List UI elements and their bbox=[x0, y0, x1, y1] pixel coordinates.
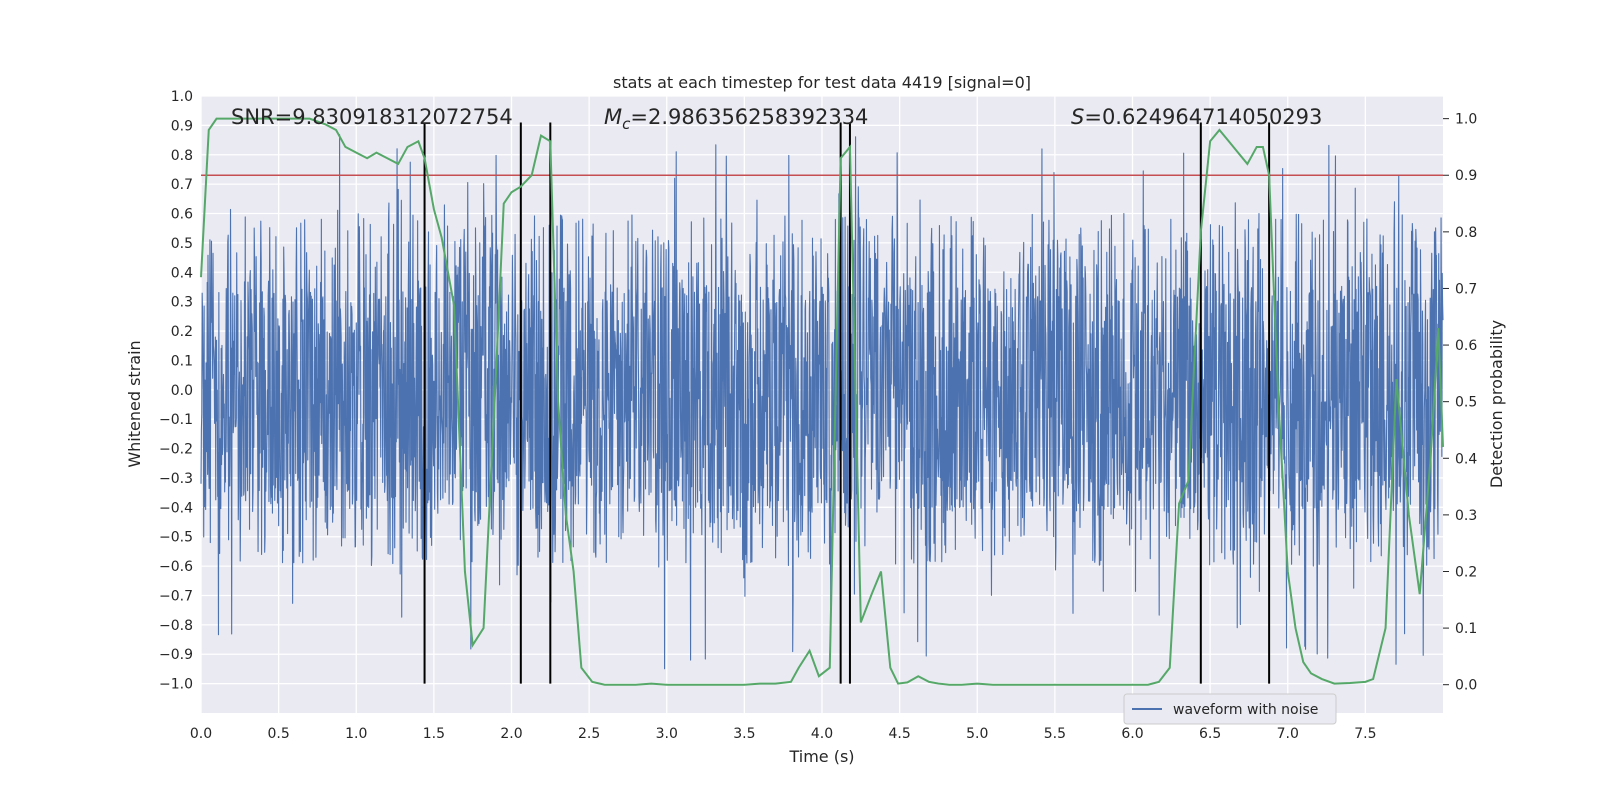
x-tick-label: 2.0 bbox=[500, 726, 522, 742]
detection-probability-line bbox=[200, 117, 1444, 686]
y-tick-label: 0.1 bbox=[171, 353, 193, 369]
y-axis-label: Whitened strain bbox=[125, 340, 144, 467]
tick-labels: 0.0 0.5 1.0 1.5 2.0 2.5 3.0 3.5 4.0 4.5 5.0 5.5 6.0 6… bbox=[159, 89, 1477, 742]
y2-tick-label: 0.7 bbox=[1455, 281, 1477, 297]
chart-title: stats at each timestep for test data 441… bbox=[613, 73, 1031, 92]
y2-tick-label: 1.0 bbox=[1455, 112, 1477, 128]
y-tick-label: −0.4 bbox=[159, 500, 193, 516]
mc-annotation: Mc=2.986356258392334 bbox=[604, 105, 868, 133]
y-tick-label: −0.6 bbox=[159, 559, 193, 575]
y2-tick-label: 0.2 bbox=[1455, 564, 1477, 580]
snr-annotation: SNR=9.830918312072754 bbox=[231, 105, 513, 129]
y-tick-label: 1.0 bbox=[171, 89, 193, 105]
x-axis-label: Time (s) bbox=[788, 747, 854, 766]
y-tick-label: 0.7 bbox=[171, 177, 193, 193]
x-tick-label: 7.5 bbox=[1354, 726, 1376, 742]
y-tick-label: 0.4 bbox=[171, 265, 193, 281]
y-tick-label: −0.3 bbox=[159, 471, 193, 487]
x-tick-label: 1.0 bbox=[345, 726, 367, 742]
x-tick-label: 5.0 bbox=[966, 726, 988, 742]
y-tick-label: −0.1 bbox=[159, 412, 193, 428]
y-tick-label: 0.6 bbox=[171, 207, 193, 223]
y2-tick-label: 0.5 bbox=[1455, 395, 1477, 411]
y-tick-label: 0.3 bbox=[171, 295, 193, 311]
s-value: =0.624964714050293 bbox=[1084, 105, 1322, 129]
y-tick-label: 0.9 bbox=[171, 118, 193, 134]
s-annotation: S=0.624964714050293 bbox=[1071, 105, 1322, 129]
x-tick-label: 3.0 bbox=[656, 726, 678, 742]
mc-subscript: c bbox=[622, 115, 631, 133]
y2-axis-label: Detection probability bbox=[1487, 320, 1506, 488]
x-tick-label: 3.5 bbox=[733, 726, 755, 742]
y-tick-label: −0.9 bbox=[159, 647, 193, 663]
legend-label: waveform with noise bbox=[1173, 702, 1318, 718]
x-tick-label: 0.0 bbox=[190, 726, 212, 742]
y-tick-label: −1.0 bbox=[159, 677, 193, 693]
x-tick-label: 4.0 bbox=[811, 726, 833, 742]
mc-symbol: M bbox=[604, 105, 622, 129]
y2-tick-label: 0.8 bbox=[1455, 225, 1477, 241]
y-tick-label: 0.8 bbox=[171, 148, 193, 164]
y-tick-label: 0.5 bbox=[171, 236, 193, 252]
overlay bbox=[200, 117, 1444, 686]
y2-tick-label: 0.9 bbox=[1455, 168, 1477, 184]
y-tick-label: 0.2 bbox=[171, 324, 193, 340]
x-tick-label: 7.0 bbox=[1277, 726, 1299, 742]
x-tick-label: 6.5 bbox=[1199, 726, 1221, 742]
y2-tick-label: 0.3 bbox=[1455, 508, 1477, 524]
x-tick-label: 1.5 bbox=[423, 726, 445, 742]
x-tick-label: 2.5 bbox=[578, 726, 600, 742]
x-tick-label: 4.5 bbox=[888, 726, 910, 742]
y2-tick-label: 0.1 bbox=[1455, 621, 1477, 637]
y2-tick-label: 0.4 bbox=[1455, 451, 1477, 467]
y-tick-label: −0.5 bbox=[159, 530, 193, 546]
y-tick-label: 0.0 bbox=[171, 383, 193, 399]
s-symbol: S bbox=[1071, 105, 1084, 129]
x-tick-label: 0.5 bbox=[267, 726, 289, 742]
x-tick-label: 5.5 bbox=[1044, 726, 1066, 742]
legend: waveform with noise bbox=[1123, 693, 1337, 725]
y-tick-label: −0.2 bbox=[159, 442, 193, 458]
y-tick-label: −0.8 bbox=[159, 618, 193, 634]
y2-tick-label: 0.0 bbox=[1455, 678, 1477, 694]
y2-tick-label: 0.6 bbox=[1455, 338, 1477, 354]
mc-value: =2.986356258392334 bbox=[630, 105, 868, 129]
waveform-line bbox=[200, 134, 1444, 670]
legend-box bbox=[1123, 693, 1337, 725]
y-tick-label: −0.7 bbox=[159, 588, 193, 604]
waveform-series bbox=[200, 134, 1444, 670]
x-tick-label: 6.0 bbox=[1121, 726, 1143, 742]
